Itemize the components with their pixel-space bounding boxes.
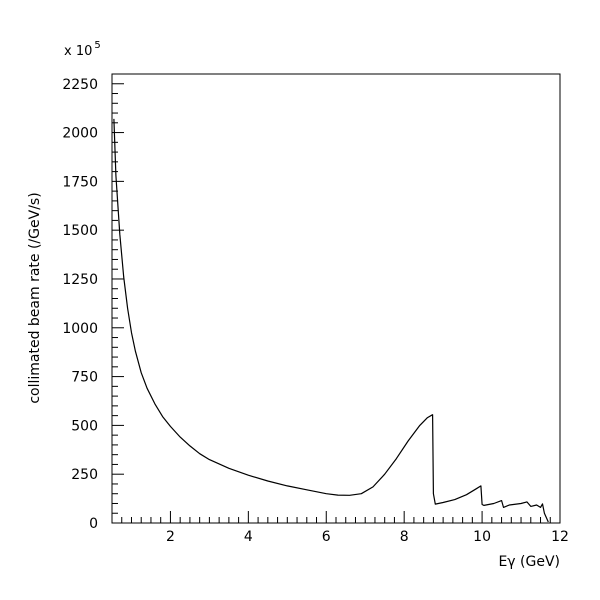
y-multiplier-base: x 10 [64,44,92,59]
axis-ticks [111,73,561,524]
y-tick-label: 1250 [62,272,98,288]
x-axis-title: Eγ (GeV) [498,554,560,570]
y-tick-label: 1000 [62,321,98,337]
y-multiplier-exponent: 5 [94,40,100,51]
y-tick-label: 250 [71,467,98,483]
y-tick-label: 2250 [62,77,98,93]
y-tick-label: 750 [71,370,98,386]
y-tick-label: 2000 [62,126,98,142]
x-tick-label: 10 [473,529,491,545]
x-tick-label: 4 [244,529,253,545]
x-tick-label: 12 [551,529,569,545]
axis-tick-labels: 2 4 6 8 10 12 0 250 500 750 1000 1250 1500 1750 2000 22… [62,77,569,545]
beam-rate-curve [113,118,549,523]
y-tick-label: 1750 [62,174,98,190]
y-axis-title: collimated beam rate (/GeV/s) [27,192,43,403]
y-tick-label: 500 [71,418,98,434]
x-tick-label: 2 [166,529,175,545]
y-multiplier-label: x 10 5 [64,40,101,59]
x-tick-label: 8 [400,529,409,545]
y-tick-label: 1500 [62,223,98,239]
x-tick-label: 6 [322,529,331,545]
y-tick-label: 0 [89,516,98,532]
plot-frame [111,73,561,524]
